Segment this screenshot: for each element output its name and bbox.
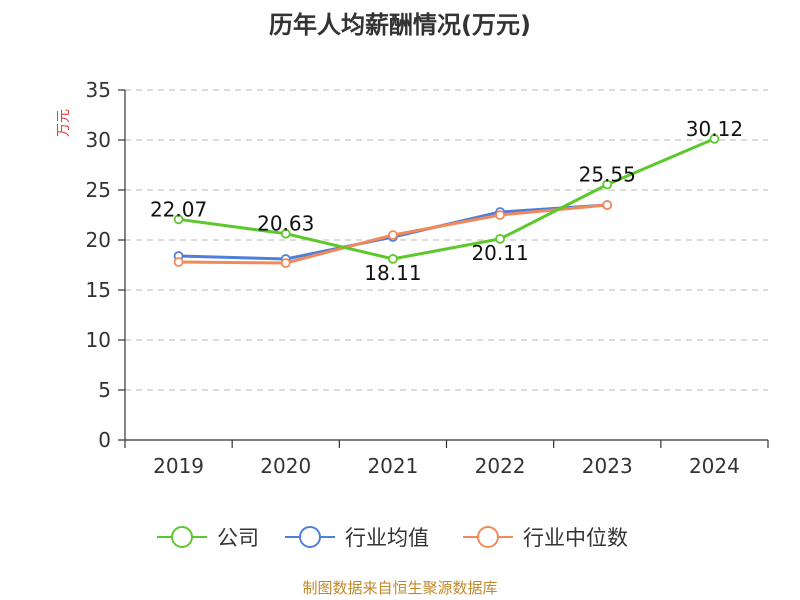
data-point[interactable]	[173, 257, 184, 267]
legend[interactable]: 公司 行业均值 行业中位数	[157, 526, 628, 550]
data-label: 25.55	[579, 163, 636, 187]
legend-marker	[171, 526, 193, 548]
legend-item[interactable]: 行业均值	[285, 526, 429, 550]
x-tick-label: 2020	[260, 454, 311, 478]
x-tick-label: 2022	[475, 454, 526, 478]
y-axis-label: 万元	[56, 109, 72, 137]
data-point[interactable]	[280, 258, 291, 268]
legend-label: 行业均值	[345, 526, 429, 550]
data-point[interactable]	[388, 230, 398, 240]
legend-label: 行业中位数	[523, 526, 628, 550]
data-label: 20.11	[471, 241, 528, 265]
data-label: 18.11	[364, 261, 421, 285]
source-note: 制图数据来自恒生聚源数据库	[302, 579, 497, 597]
data-label: 22.07	[150, 197, 207, 221]
data-point[interactable]	[495, 210, 505, 220]
y-tick-label: 15	[86, 278, 111, 302]
x-tick-label: 2021	[367, 454, 418, 478]
data-point[interactable]	[388, 253, 398, 264]
legend-label: 公司	[217, 526, 259, 550]
legend-item[interactable]: 行业中位数	[463, 526, 628, 550]
data-labels: 22.07 20.63 18.11 20.11 25.55 30.12	[150, 117, 743, 285]
series-line-0	[178, 137, 716, 261]
y-tick-label: 25	[86, 178, 111, 202]
data-point[interactable]	[709, 133, 720, 144]
y-tick-label: 35	[86, 78, 111, 102]
data-point[interactable]	[602, 179, 613, 190]
legend-marker	[299, 526, 321, 548]
y-tick-label: 0	[98, 428, 111, 452]
x-axis-ticks: 2019 2020 2021 2022 2023 2024	[124, 440, 769, 478]
x-tick-label: 2024	[689, 454, 740, 478]
gridlines	[125, 89, 768, 391]
x-tick-label: 2019	[153, 454, 204, 478]
data-point[interactable]	[173, 214, 184, 225]
y-tick-label: 30	[86, 128, 111, 152]
y-tick-label: 10	[86, 328, 111, 352]
data-point[interactable]	[280, 228, 291, 239]
data-point[interactable]	[495, 233, 505, 244]
data-point[interactable]	[602, 200, 613, 210]
x-tick-label: 2023	[582, 454, 633, 478]
data-label: 20.63	[257, 212, 314, 236]
legend-item[interactable]: 公司	[157, 526, 259, 550]
axes	[124, 90, 768, 441]
legend-marker	[477, 526, 499, 548]
y-tick-label: 5	[98, 378, 111, 402]
y-tick-label: 20	[86, 228, 111, 252]
y-axis-ticks: 0 5 10 15 20 25 30 35	[86, 78, 125, 452]
series-group	[173, 133, 720, 268]
data-label: 30.12	[686, 117, 743, 141]
chart-title: 历年人均薪酬情况(万元)	[269, 11, 531, 39]
